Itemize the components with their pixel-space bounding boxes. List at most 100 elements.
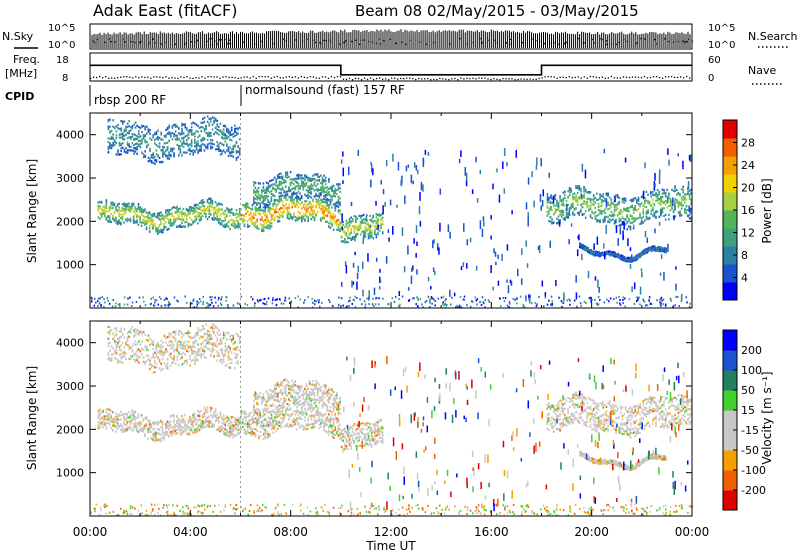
power-cell	[655, 215, 657, 218]
power-cell	[246, 210, 249, 213]
power-cell	[121, 132, 124, 135]
power-cell	[297, 218, 300, 221]
power-cell	[562, 211, 565, 214]
power-cell	[359, 226, 362, 229]
power-cell	[153, 304, 156, 307]
nsearch-dot	[104, 41, 106, 43]
power-cell	[615, 218, 617, 222]
nave-dot	[604, 77, 607, 80]
power-cell	[599, 298, 601, 301]
power-cell	[431, 302, 433, 305]
power-cell	[551, 300, 554, 303]
power-cell	[503, 188, 506, 194]
power-cell	[570, 206, 573, 210]
power-cell	[407, 164, 410, 168]
power-cell	[193, 215, 196, 218]
power-cell	[205, 215, 207, 219]
nave-dot	[631, 76, 634, 78]
power-cell	[120, 129, 122, 132]
nave-dot	[186, 76, 188, 78]
power-cell	[142, 210, 145, 213]
power-cell	[253, 191, 255, 194]
power-cell	[308, 206, 311, 209]
power-cell	[560, 200, 563, 203]
power-cell	[294, 215, 297, 219]
power-cell	[646, 304, 649, 307]
power-cell	[95, 301, 97, 304]
power-cell	[347, 222, 349, 225]
nave-dot	[559, 76, 561, 79]
power-cell	[662, 248, 664, 251]
power-cell	[120, 147, 122, 150]
power-cell	[573, 196, 576, 199]
power-cell	[189, 208, 191, 211]
power-cell	[347, 236, 349, 239]
power-cell	[337, 195, 340, 198]
power-cell	[192, 121, 195, 124]
power-cell	[586, 191, 589, 194]
power-cell	[618, 224, 621, 227]
power-cell	[102, 208, 104, 212]
power-cell	[261, 194, 263, 197]
power-cell	[372, 222, 375, 225]
power-cell	[318, 202, 321, 205]
power-cell	[593, 254, 596, 257]
power-cell	[227, 147, 230, 151]
power-cell	[307, 207, 309, 210]
power-cell	[224, 216, 227, 219]
power-cell	[378, 224, 381, 228]
power-cell	[194, 138, 196, 142]
power-cell	[563, 292, 565, 302]
power-cell	[302, 186, 305, 189]
power-cell	[312, 200, 314, 203]
power-cell	[285, 207, 287, 210]
nave-dot	[439, 77, 441, 80]
power-cell	[318, 194, 321, 198]
power-cell	[329, 222, 332, 225]
power-cell	[552, 213, 555, 216]
power-cell	[323, 186, 325, 189]
power-cell	[227, 221, 230, 224]
power-cell	[554, 193, 557, 197]
power-cell	[294, 185, 297, 188]
power-cell	[132, 204, 135, 207]
power-cell	[560, 209, 563, 212]
nsearch-dot	[615, 43, 617, 45]
power-cell	[107, 125, 110, 128]
power-cell	[226, 129, 228, 133]
power-cell	[256, 195, 258, 198]
power-cell	[626, 228, 629, 231]
power-cell	[626, 209, 629, 213]
power-cell	[110, 201, 112, 204]
power-cell	[259, 205, 262, 209]
power-cell	[242, 213, 244, 216]
power-cell	[168, 151, 171, 154]
nave-dot	[162, 77, 164, 79]
power-cell	[148, 217, 151, 220]
nave-dot	[375, 77, 378, 80]
power-cell	[160, 149, 163, 152]
power-cell	[355, 235, 357, 238]
power-cell	[203, 205, 206, 208]
power-cell	[184, 225, 186, 228]
power-cell	[273, 217, 276, 220]
power-cell	[218, 207, 220, 210]
power-cell	[509, 279, 512, 284]
power-cell	[230, 208, 233, 211]
power-cell	[153, 212, 156, 215]
nsearch-dot	[618, 41, 620, 44]
power-cell	[134, 126, 137, 129]
power-cell	[680, 207, 683, 210]
power-cell	[658, 215, 661, 219]
power-cell	[221, 136, 223, 139]
power-cell	[358, 214, 360, 217]
nsearch-dot	[242, 41, 245, 43]
nave-dot	[111, 77, 113, 79]
power-cell	[254, 190, 257, 193]
power-cell	[176, 143, 179, 147]
power-cell	[459, 295, 462, 298]
power-cell	[588, 204, 590, 207]
power-cell	[196, 305, 198, 308]
power-cell	[178, 132, 180, 135]
power-cell	[142, 221, 145, 224]
